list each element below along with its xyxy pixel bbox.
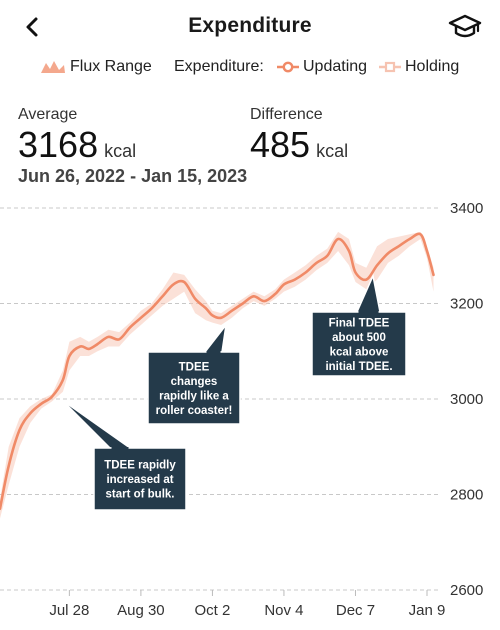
average-number: 3168 — [18, 124, 99, 165]
difference-number: 485 — [250, 124, 311, 165]
difference-value: 485 kcal — [250, 124, 348, 166]
callout-text: about 500 — [332, 332, 386, 344]
callout-seam — [111, 447, 129, 450]
callout-text: start of bulk. — [105, 489, 174, 501]
callout-text: roller coaster! — [156, 405, 233, 417]
callout-box — [93, 447, 187, 511]
average-unit: kcal — [104, 141, 137, 161]
x-tick-label: Oct 2 — [194, 602, 230, 619]
callout-seam — [206, 351, 221, 354]
difference-unit: kcal — [316, 141, 349, 161]
legend-holding-label: Holding — [405, 58, 460, 75]
legend-flux-label: Flux Range — [70, 58, 152, 75]
callout-text: TDEE — [179, 361, 210, 373]
callout-pointer — [203, 322, 228, 353]
x-tick-label: Nov 4 — [264, 602, 303, 619]
callout-text: Final TDEE — [329, 317, 390, 329]
callout-box — [311, 311, 407, 377]
chevron-left-icon[interactable] — [18, 12, 48, 42]
legend-flux-range[interactable]: Flux Range — [40, 58, 152, 76]
holding-line-icon — [379, 61, 401, 73]
graduation-cap-icon[interactable] — [448, 12, 482, 42]
x-tick-label: Jan 9 — [409, 602, 446, 619]
average-value: 3168 kcal — [18, 124, 136, 166]
y-tick-label: 3400 — [450, 200, 483, 217]
x-tick-label: Aug 30 — [117, 602, 165, 619]
chart-legend: Flux Range Expenditure: Updating Holding — [0, 58, 500, 84]
y-tick-label: 3200 — [450, 296, 483, 313]
y-tick-label: 2600 — [450, 582, 483, 599]
flux-range-band — [0, 231, 434, 519]
callout-text: increased at — [106, 474, 173, 486]
callout-text: TDEE rapidly — [104, 460, 176, 472]
y-tick-label: 3000 — [450, 391, 483, 408]
callout-box — [147, 351, 241, 425]
callout-seam — [358, 311, 379, 314]
callout-text: kcal above — [330, 346, 389, 358]
expenditure-chart[interactable]: 3400 3200 3000 2800 2600 Jul 28 Aug 30 Oct 2 Nov… — [0, 192, 500, 630]
updating-series-line — [0, 232, 435, 511]
callout-text: rapidly like a — [159, 390, 229, 402]
legend-series-prefix: Expenditure: — [174, 58, 264, 76]
callout-text: initial TDEE. — [325, 361, 392, 373]
legend-updating[interactable]: Updating — [276, 58, 367, 76]
x-tick-label: Jul 28 — [49, 602, 89, 619]
average-label: Average — [18, 106, 78, 123]
updating-line-icon — [277, 61, 299, 73]
y-tick-label: 2800 — [450, 487, 483, 504]
callout-text: changes — [171, 376, 218, 388]
legend-updating-label: Updating — [303, 58, 368, 75]
flux-range-icon — [41, 61, 65, 73]
difference-label: Difference — [250, 106, 323, 123]
x-tick-label: Dec 7 — [336, 602, 375, 619]
page-title: Expenditure — [188, 14, 312, 37]
header-bar: Expenditure — [0, 0, 500, 52]
legend-holding[interactable]: Holding — [378, 58, 459, 76]
callout-pointer — [61, 399, 133, 449]
date-range: Jun 26, 2022 - Jan 15, 2023 — [18, 166, 248, 186]
legend-prefix-label: Expenditure: — [174, 58, 264, 75]
